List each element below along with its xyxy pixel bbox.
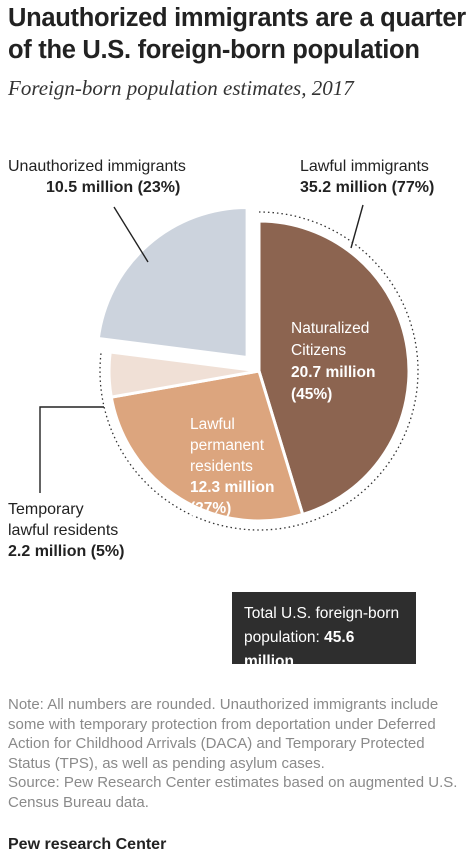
chart-subtitle: Foreign-born population estimates, 2017 (8, 76, 354, 100)
temporary-leader-line (39, 406, 104, 493)
unauthorized-group-label: Unauthorized immigrants 10.5 million (23… (8, 156, 186, 198)
total-line1: Total U.S. foreign-born (244, 605, 400, 622)
unauthorized-leader-line (113, 206, 149, 263)
lpr-line3: residents (190, 458, 253, 475)
temporary-line2: lawful residents (8, 522, 119, 539)
naturalized-pct: (45%) (291, 386, 333, 403)
total-prefix: population: (244, 629, 325, 646)
naturalized-value: 20.7 million (291, 364, 376, 381)
lawful-value: 35.2 million (77%) (300, 179, 435, 196)
note-text: Note: All numbers are rounded. Unauthori… (8, 696, 439, 772)
total-box: Total U.S. foreign-born population: 45.6… (232, 592, 416, 670)
pie-slice-unauthorized-immigrants (96, 205, 249, 360)
lpr-line1: Lawful (190, 416, 235, 433)
lpr-value: 12.3 million (190, 479, 275, 496)
chart-title: Unauthorized immigrants are a quarter of… (8, 4, 466, 64)
total-value: 45.6 million (244, 629, 355, 670)
notes: Note: All numbers are rounded. Unauthori… (8, 695, 470, 812)
lawful-name: Lawful immigrants (300, 158, 429, 175)
lawful-leader-line (350, 204, 364, 249)
naturalized-line1: Naturalized (291, 320, 370, 337)
lawful-group-label: Lawful immigrants 35.2 million (77%) (300, 156, 434, 198)
unauthorized-value: 10.5 million (23%) (46, 179, 181, 196)
temporary-group-label: Temporary lawful residents 2.2 million (… (8, 499, 124, 562)
temporary-value: 2.2 million (5%) (8, 543, 125, 560)
unauthorized-name: Unauthorized immigrants (8, 158, 186, 175)
brand-logo-text: Pew research Center (8, 836, 167, 853)
pie-slice-temporary-lawful-residents (107, 350, 260, 399)
lpr-slice-label: Lawful permanent residents 12.3 million … (190, 414, 274, 519)
lpr-pct: (27%) (190, 500, 232, 517)
temporary-line1: Temporary (8, 501, 84, 518)
lpr-line2: permanent (190, 437, 265, 454)
naturalized-slice-label: Naturalized Citizens 20.7 million (45%) (291, 318, 375, 406)
pie-slice-naturalized-citizens (257, 219, 411, 517)
naturalized-line2: Citizens (291, 342, 347, 359)
pie-slice-lawful-permanent-residents (109, 369, 305, 523)
source-text: Source: Pew Research Center estimates ba… (8, 774, 458, 811)
